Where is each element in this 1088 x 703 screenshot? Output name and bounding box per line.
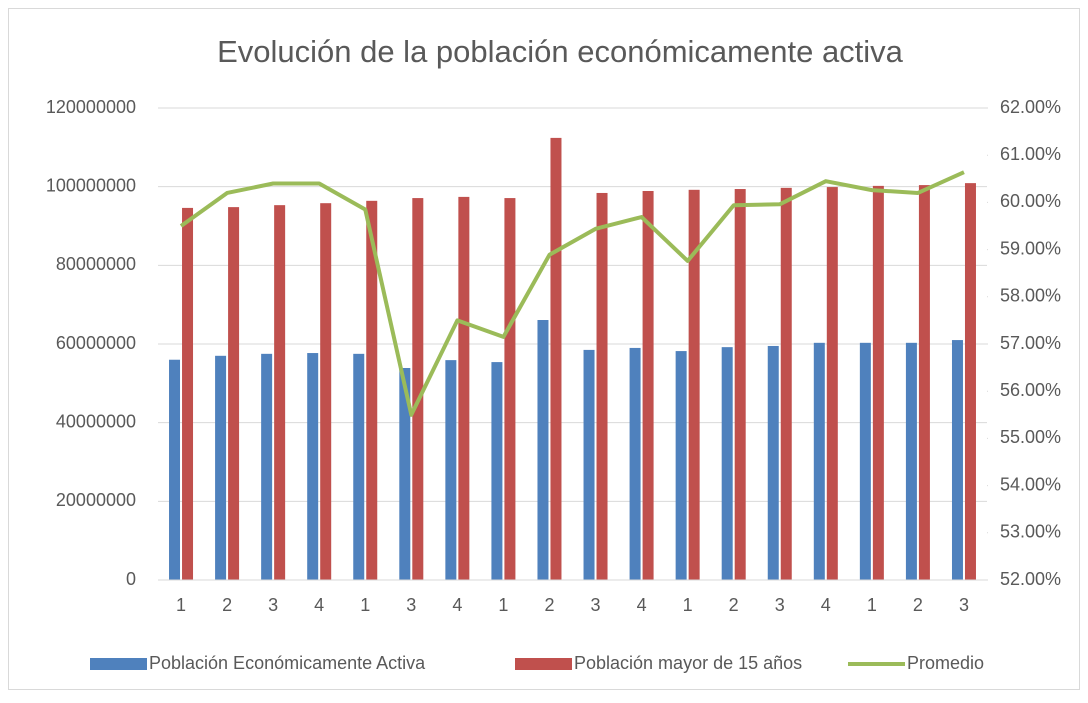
bar: [550, 137, 562, 581]
y-tick-label: 40000000: [56, 411, 136, 431]
bar: [169, 359, 181, 580]
bar: [688, 189, 700, 580]
y2-tick-label: 54.00%: [1000, 474, 1061, 494]
legend-label: Población mayor de 15 años: [574, 653, 802, 673]
bar: [412, 198, 424, 580]
bar: [813, 342, 825, 580]
y2-tick-label: 58.00%: [1000, 286, 1061, 306]
bar: [951, 340, 963, 580]
bar: [721, 347, 733, 580]
y-tick-label: 80000000: [56, 254, 136, 274]
x-tick-label: 3: [775, 595, 785, 615]
y2-tick-label: 52.00%: [1000, 569, 1061, 589]
bar: [320, 203, 332, 581]
bar: [307, 353, 319, 580]
x-tick-label: 1: [176, 595, 186, 615]
bar: [366, 200, 378, 580]
x-tick-label: 4: [821, 595, 831, 615]
bar: [826, 187, 838, 580]
bar: [458, 196, 470, 581]
legend-swatch: [90, 658, 147, 670]
bar: [445, 360, 457, 580]
bar: [399, 367, 411, 580]
bar: [537, 320, 549, 580]
y-tick-label: 20000000: [56, 490, 136, 510]
bar: [780, 187, 792, 580]
x-tick-label: 1: [360, 595, 370, 615]
x-tick-label: 4: [314, 595, 324, 615]
y2-tick-label: 53.00%: [1000, 522, 1061, 542]
y-tick-label: 100000000: [46, 175, 136, 195]
x-tick-label: 1: [867, 595, 877, 615]
legend-label: Población Económicamente Activa: [149, 653, 426, 673]
y-tick-label: 0: [126, 569, 136, 589]
bar: [274, 205, 286, 581]
bar: [734, 189, 746, 580]
x-tick-label: 4: [637, 595, 647, 615]
y2-tick-label: 62.00%: [1000, 97, 1061, 117]
bar: [353, 353, 365, 580]
bar: [504, 198, 516, 580]
y2-tick-label: 55.00%: [1000, 427, 1061, 447]
y2-tick-label: 60.00%: [1000, 191, 1061, 211]
legend-label: Promedio: [907, 653, 984, 673]
x-tick-label: 1: [683, 595, 693, 615]
y2-tick-label: 56.00%: [1000, 380, 1061, 400]
bar: [583, 349, 595, 580]
bar: [228, 207, 240, 580]
y-tick-label: 120000000: [46, 97, 136, 117]
x-tick-label: 3: [591, 595, 601, 615]
legend-swatch: [515, 658, 572, 670]
x-tick-label: 3: [268, 595, 278, 615]
x-tick-label: 4: [452, 595, 462, 615]
x-tick-label: 2: [913, 595, 923, 615]
x-tick-label: 2: [544, 595, 554, 615]
bar: [918, 185, 930, 581]
bar: [859, 342, 871, 580]
x-tick-label: 3: [406, 595, 416, 615]
bar: [261, 353, 273, 580]
bar: [642, 190, 654, 580]
y-tick-label: 60000000: [56, 333, 136, 353]
bar: [629, 347, 641, 580]
bar: [872, 185, 884, 580]
bar: [767, 345, 779, 580]
y2-tick-label: 59.00%: [1000, 238, 1061, 258]
bar: [905, 342, 917, 580]
x-tick-label: 2: [222, 595, 232, 615]
bar: [215, 355, 227, 580]
bar: [596, 192, 608, 580]
line: [179, 170, 965, 417]
x-tick-label: 3: [959, 595, 969, 615]
bar: [491, 362, 503, 580]
x-tick-label: 1: [498, 595, 508, 615]
x-tick-label: 2: [729, 595, 739, 615]
bar: [182, 207, 194, 580]
y2-tick-label: 57.00%: [1000, 333, 1061, 353]
y2-tick-label: 61.00%: [1000, 144, 1061, 164]
bar: [675, 351, 687, 580]
chart-title: Evolución de la población económicamente…: [217, 34, 904, 69]
bar: [964, 183, 976, 581]
